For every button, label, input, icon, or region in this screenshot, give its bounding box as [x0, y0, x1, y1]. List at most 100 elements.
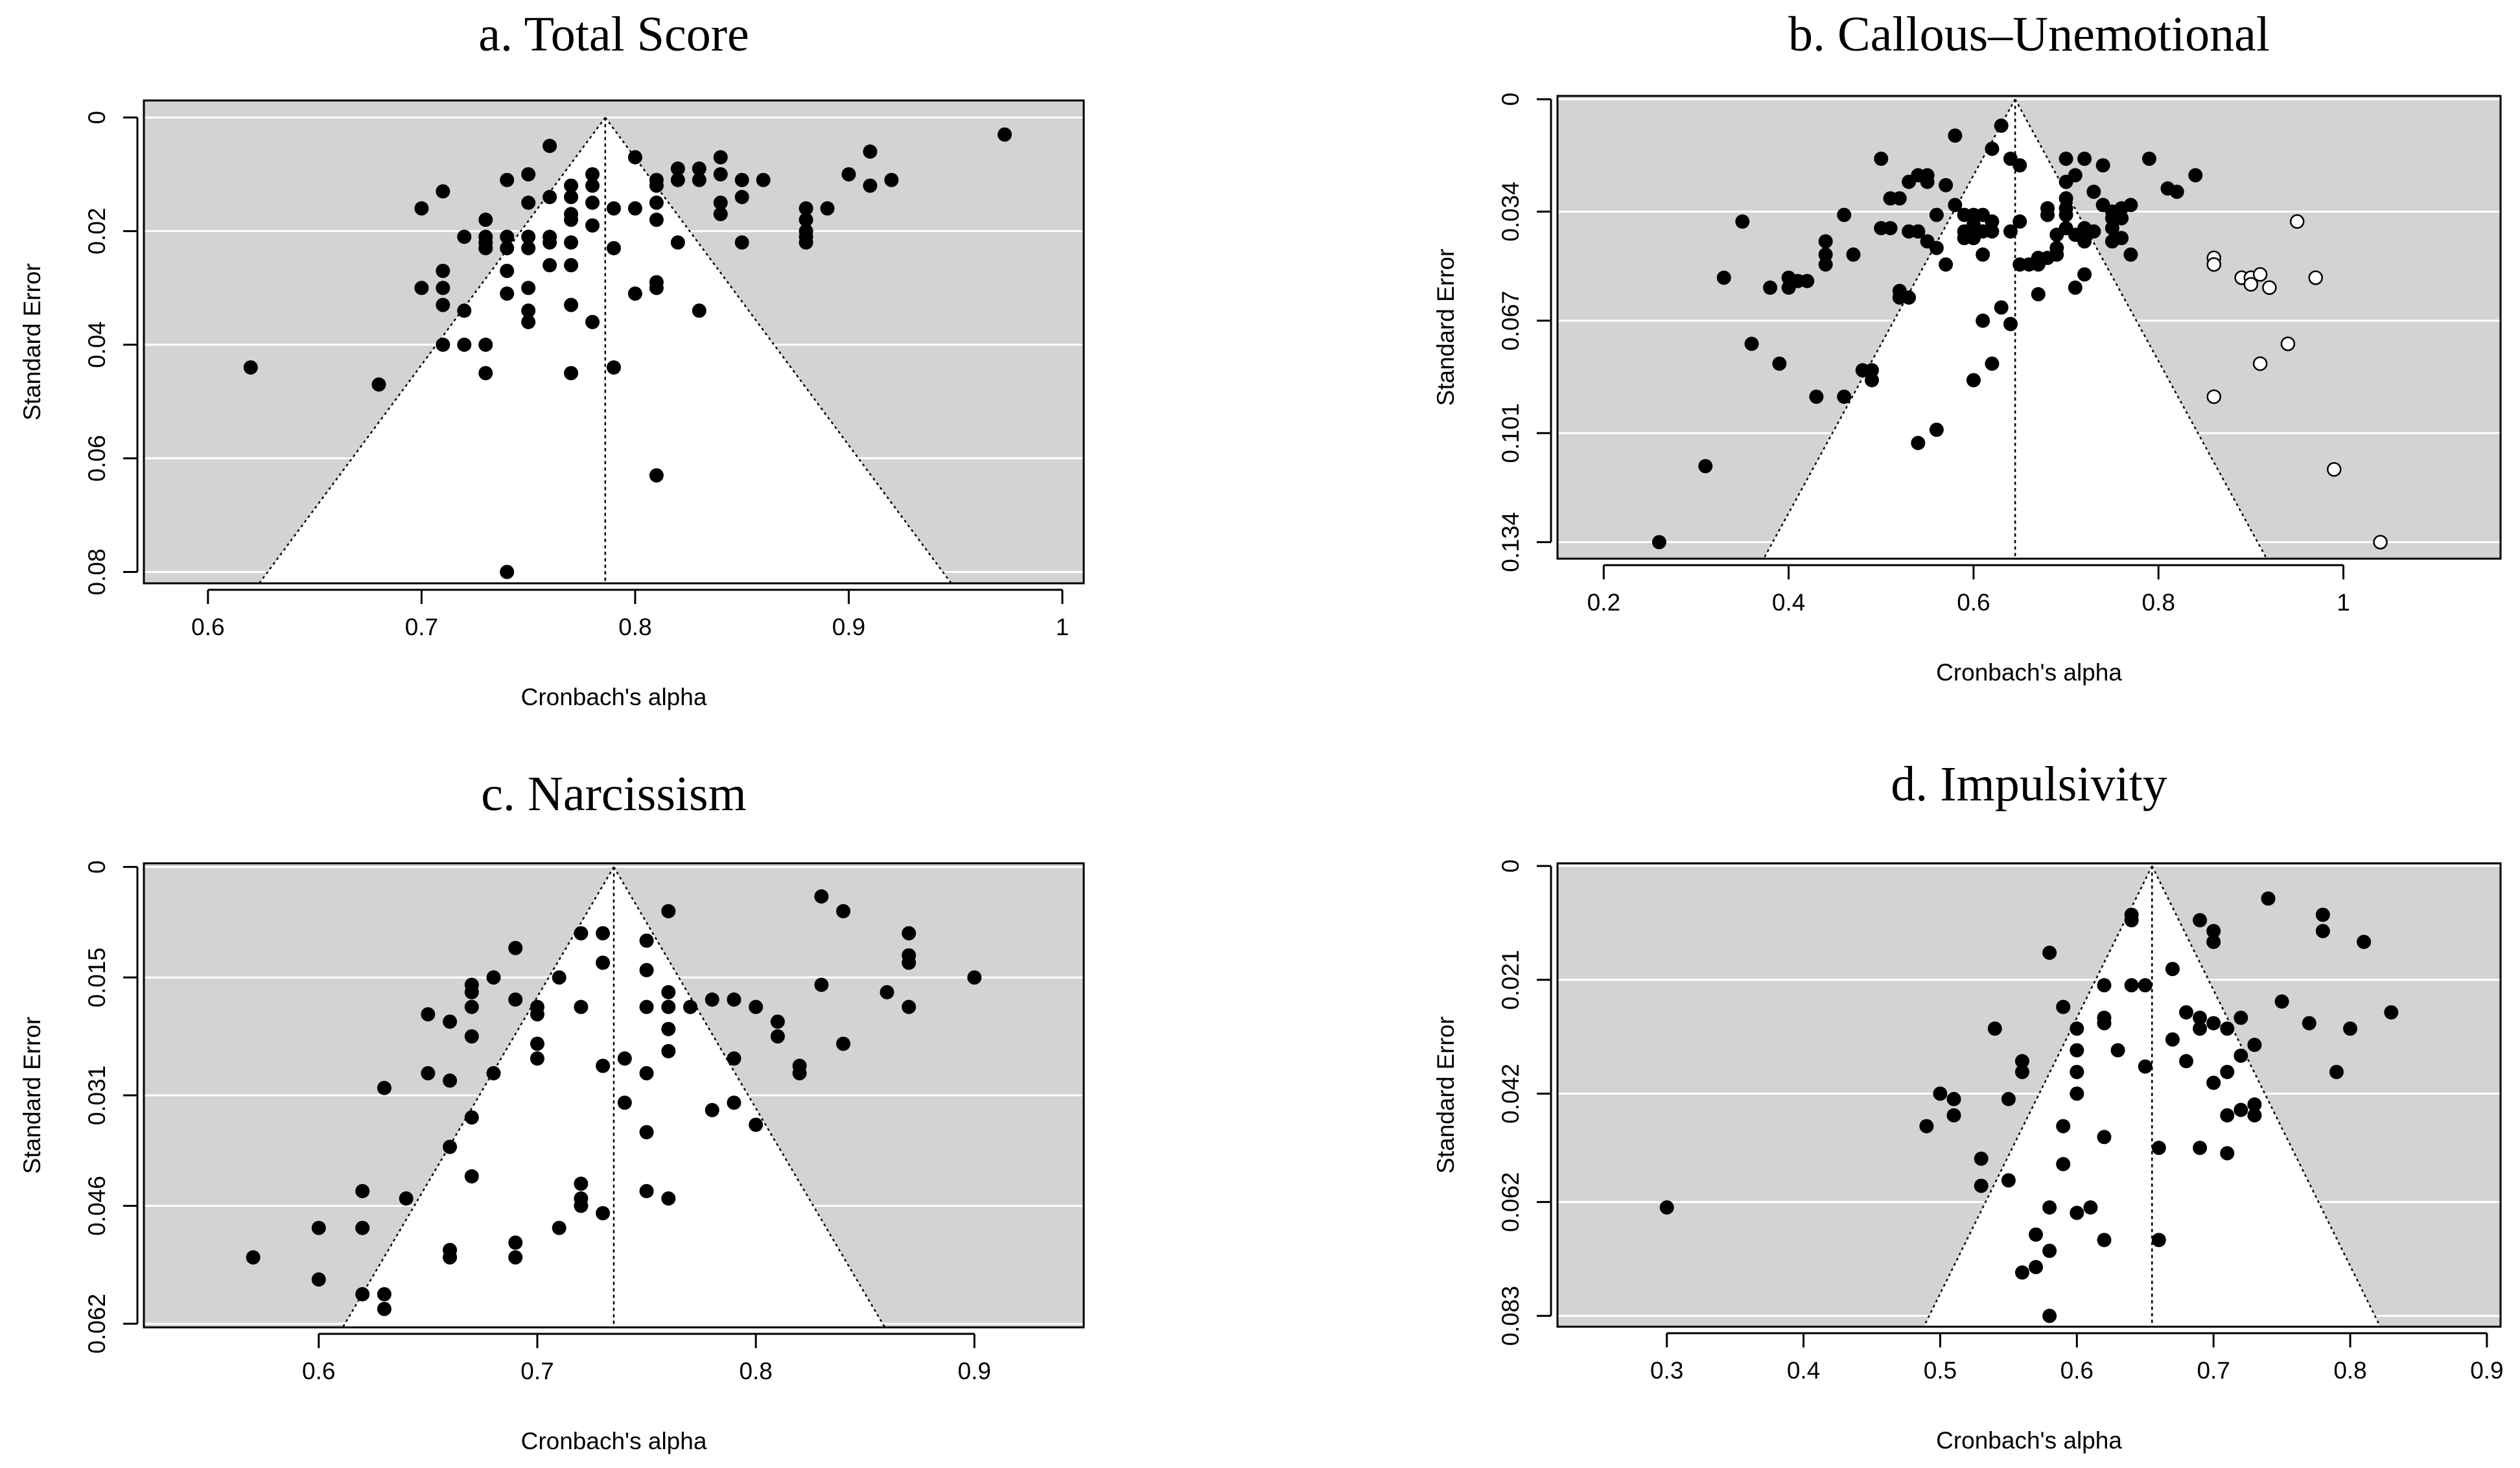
- point-d-27: [2083, 1200, 2098, 1215]
- plot-border-c: [143, 862, 1085, 1329]
- xlabel-b: Cronbach's alpha: [1936, 659, 2122, 686]
- point-c-25: [508, 940, 523, 955]
- x-tick-label-a-4: 1: [1056, 614, 1069, 640]
- point-a-63: [670, 172, 685, 187]
- point-c-79: [967, 970, 982, 985]
- point-a-16: [478, 337, 493, 352]
- point-c-37: [574, 1176, 589, 1191]
- x-tick-label-c-0: 0.6: [302, 1358, 335, 1384]
- plot-area-d: 0.3 0.4 0.5 0.6 0.7 0.8 0.9 0 0.021 0.042 0.062 0.0…: [1497, 859, 2504, 1384]
- funnel-left-line-d: [1923, 865, 2153, 1327]
- x-tick-label-d-0: 0.3: [1650, 1357, 1683, 1384]
- point-a-14: [478, 240, 493, 255]
- point-b-11: [1809, 390, 1824, 404]
- point-c-70: [814, 889, 829, 904]
- point-d-26: [2070, 1206, 2084, 1220]
- point-d-1: [1919, 1119, 1934, 1134]
- point-c-66: [770, 1014, 785, 1029]
- point-c-39: [574, 1198, 589, 1213]
- point-c-62: [727, 1051, 741, 1066]
- point-d-38: [2138, 1059, 2152, 1074]
- point-d-31: [2097, 1130, 2112, 1145]
- point-c-55: [661, 1021, 676, 1036]
- imputed-point-b-9: [2280, 336, 2296, 351]
- point-c-16: [443, 1250, 458, 1265]
- point-d-15: [2042, 945, 2057, 960]
- point-d-2: [1933, 1086, 1948, 1101]
- point-b-38: [1929, 240, 1944, 255]
- point-c-72: [836, 903, 851, 918]
- x-tick-label-d-3: 0.6: [2060, 1357, 2094, 1384]
- point-a-0: [243, 360, 258, 375]
- point-c-30: [530, 1007, 544, 1021]
- point-c-74: [880, 984, 894, 999]
- x-tick-label-d-2: 0.5: [1924, 1357, 1957, 1384]
- point-d-28: [2097, 978, 2112, 993]
- imputed-point-b-13: [2373, 535, 2388, 550]
- point-d-48: [2193, 1141, 2208, 1156]
- point-d-40: [2151, 1233, 2166, 1248]
- point-b-53: [1976, 247, 1990, 262]
- point-d-0: [1659, 1200, 1674, 1215]
- point-b-24: [1883, 221, 1898, 235]
- point-c-56: [661, 1043, 676, 1058]
- x-tick-label-c-2: 0.8: [739, 1358, 772, 1384]
- point-c-20: [464, 1029, 479, 1044]
- point-c-46: [639, 933, 654, 948]
- point-a-45: [585, 178, 600, 193]
- point-d-62: [2247, 1108, 2262, 1123]
- point-c-45: [617, 1095, 632, 1110]
- point-b-30: [1902, 290, 1917, 305]
- point-b-19: [1865, 363, 1879, 378]
- point-a-50: [607, 240, 621, 255]
- point-a-53: [627, 201, 642, 216]
- imputed-point-b-11: [2308, 270, 2323, 285]
- point-d-17: [2042, 1243, 2057, 1258]
- point-c-26: [508, 992, 523, 1007]
- point-d-24: [2070, 1064, 2084, 1079]
- point-c-8: [377, 1301, 391, 1316]
- point-b-35: [1920, 174, 1935, 189]
- point-c-41: [596, 955, 611, 970]
- title-a: a. Total Score: [478, 7, 749, 62]
- point-d-33: [2110, 1043, 2125, 1058]
- point-c-11: [421, 1066, 436, 1080]
- point-c-12: [443, 1014, 458, 1029]
- point-a-3: [414, 281, 429, 296]
- point-a-27: [521, 240, 536, 255]
- point-a-35: [542, 258, 557, 273]
- point-c-0: [246, 1250, 261, 1265]
- y-tick-label-d-2: 0.042: [1497, 1064, 1524, 1124]
- point-d-41: [2165, 962, 2180, 977]
- point-c-27: [508, 1235, 523, 1250]
- panel-a: 0.6 0.7 0.8 0.9 1 0 0.02 0.04 0.06 0.08 a. Total …: [19, 7, 1085, 710]
- point-c-54: [661, 999, 676, 1014]
- point-b-103: [2141, 151, 2156, 166]
- point-a-26: [521, 229, 536, 244]
- point-a-29: [521, 303, 536, 318]
- point-b-40: [1939, 178, 1954, 192]
- point-c-78: [902, 999, 916, 1014]
- y-tick-label-c-1: 0.015: [84, 948, 110, 1008]
- point-a-40: [564, 235, 579, 250]
- point-a-5: [436, 263, 450, 278]
- point-c-60: [705, 1102, 719, 1117]
- point-c-31: [530, 1036, 544, 1051]
- point-c-21: [464, 1110, 479, 1125]
- point-b-105: [2169, 184, 2184, 199]
- point-d-20: [2056, 1119, 2071, 1134]
- point-d-3: [1946, 1091, 1961, 1106]
- point-c-4: [355, 1220, 370, 1235]
- y-tick-label-a-0: 0: [84, 111, 110, 124]
- point-a-2: [414, 201, 429, 216]
- point-d-54: [2220, 1064, 2235, 1079]
- point-d-16: [2042, 1200, 2057, 1215]
- point-b-96: [2105, 221, 2119, 235]
- imputed-point-b-12: [2326, 462, 2342, 477]
- point-d-56: [2220, 1146, 2235, 1161]
- panel-b: 0.2 0.4 0.6 0.8 1 0 0.034 0.067 0.101 0.134 b. Ca…: [1432, 7, 2502, 686]
- point-b-15: [1837, 207, 1852, 222]
- point-b-89: [2077, 267, 2092, 282]
- point-b-79: [2059, 191, 2073, 206]
- point-c-43: [596, 1206, 611, 1220]
